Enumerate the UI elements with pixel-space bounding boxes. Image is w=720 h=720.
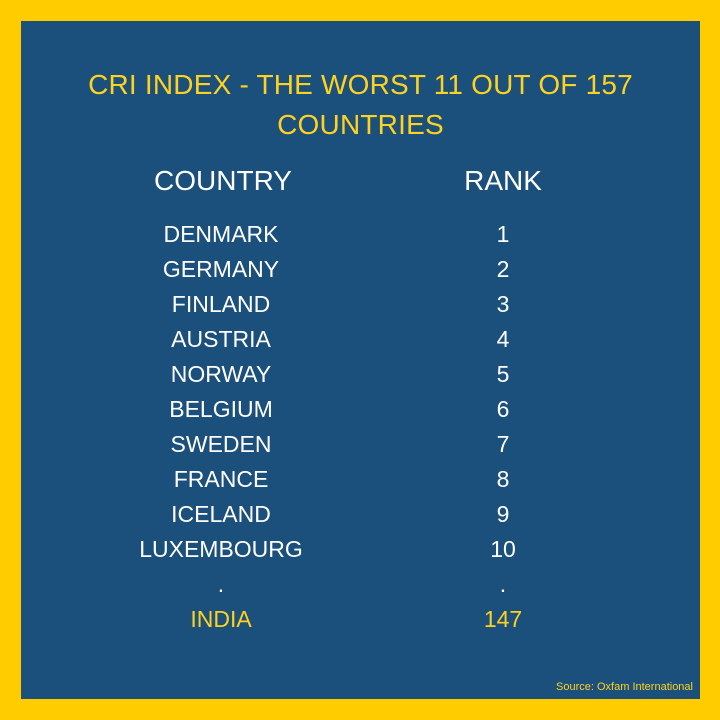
country-name: INDIA bbox=[190, 606, 252, 632]
country-rank: 2 bbox=[496, 256, 510, 282]
table-row: FINLAND 3 bbox=[21, 287, 700, 322]
source-credit: Source: Oxfam International bbox=[556, 681, 693, 693]
table-row: LUXEMBOURG 10 bbox=[21, 532, 700, 567]
table-row: BELGIUM 6 bbox=[21, 392, 700, 427]
table-row-ellipsis: . . bbox=[21, 567, 700, 602]
table-row: DENMARK 1 bbox=[21, 217, 700, 252]
country-rank: 5 bbox=[496, 361, 510, 387]
table-row: SWEDEN 7 bbox=[21, 427, 700, 462]
column-header-rank: RANK bbox=[464, 165, 542, 196]
country-rank: 4 bbox=[496, 326, 510, 352]
table-row: AUSTRIA 4 bbox=[21, 322, 700, 357]
table-row-highlighted: INDIA 147 bbox=[21, 602, 700, 637]
country-name: FINLAND bbox=[171, 291, 271, 317]
country-name: DENMARK bbox=[163, 221, 279, 247]
country-rank: 6 bbox=[496, 396, 510, 422]
table-row: ICELAND 9 bbox=[21, 497, 700, 532]
table-row: GERMANY 2 bbox=[21, 252, 700, 287]
country-name: GERMANY bbox=[162, 256, 280, 282]
column-header-country: COUNTRY bbox=[154, 165, 292, 196]
country-rank: 147 bbox=[483, 606, 523, 632]
table-row: FRANCE 8 bbox=[21, 462, 700, 497]
country-rank: 9 bbox=[496, 501, 510, 527]
country-name: NORWAY bbox=[170, 361, 272, 387]
table-row: NORWAY 5 bbox=[21, 357, 700, 392]
country-rank: 7 bbox=[496, 431, 510, 457]
infographic-title: CRI INDEX - THE WORST 11 OUT OF 157 COUN… bbox=[88, 69, 633, 140]
country-name: AUSTRIA bbox=[171, 326, 271, 352]
country-name: BELGIUM bbox=[169, 396, 273, 422]
country-rank: 3 bbox=[496, 291, 510, 317]
country-rank: 1 bbox=[496, 221, 510, 247]
country-name: ICELAND bbox=[171, 501, 271, 527]
country-rank: 10 bbox=[490, 536, 516, 562]
infographic-panel: CRI INDEX - THE WORST 11 OUT OF 157 COUN… bbox=[21, 21, 700, 699]
country-name: SWEDEN bbox=[170, 431, 272, 457]
country-rank: . bbox=[499, 571, 507, 597]
country-name: FRANCE bbox=[173, 466, 269, 492]
country-rank: 8 bbox=[496, 466, 510, 492]
country-name: . bbox=[217, 571, 225, 597]
country-name: LUXEMBOURG bbox=[139, 536, 303, 562]
